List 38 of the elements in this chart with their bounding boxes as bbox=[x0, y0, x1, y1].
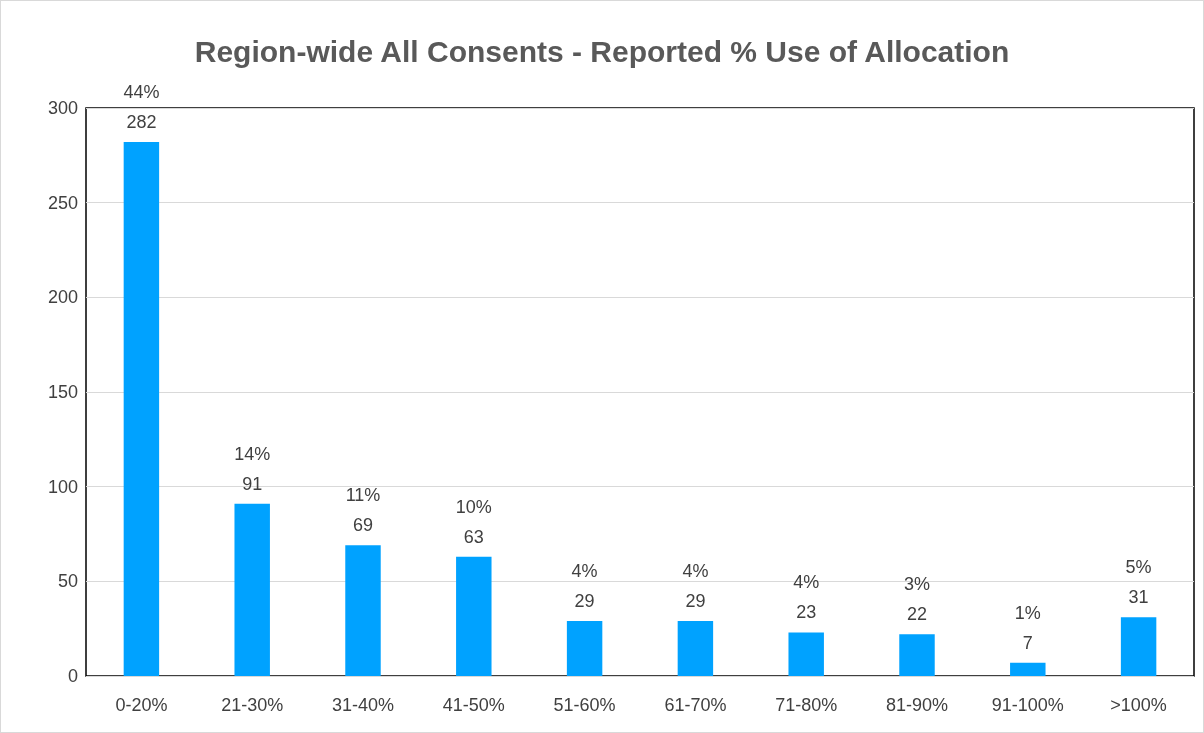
y-tick-label: 300 bbox=[47, 98, 78, 118]
data-label: 1% 7 bbox=[1014, 602, 1041, 653]
bar bbox=[1010, 662, 1046, 676]
x-tick-label: 0-20% bbox=[115, 695, 168, 715]
x-tick-label: 81-90% bbox=[885, 695, 949, 715]
bar bbox=[788, 632, 824, 676]
bar bbox=[677, 621, 714, 676]
x-tick-label: 71-80% bbox=[775, 695, 838, 715]
bar bbox=[899, 634, 935, 676]
data-label: 14% 91 bbox=[234, 443, 271, 494]
x-tick-label: 41-50% bbox=[442, 695, 505, 715]
data-label: 4% 23 bbox=[793, 572, 820, 623]
data-label: 4% 29 bbox=[571, 561, 598, 612]
bar bbox=[566, 621, 603, 676]
y-tick-label: 0 bbox=[67, 666, 78, 686]
x-tick-label: 91-100% bbox=[991, 695, 1064, 715]
y-tick-label: 100 bbox=[47, 476, 78, 497]
bar bbox=[456, 556, 492, 676]
data-label: 4% 29 bbox=[682, 561, 709, 612]
y-tick-label: 150 bbox=[47, 382, 78, 402]
y-tick-label: 50 bbox=[57, 571, 78, 592]
x-tick-label: >100% bbox=[1110, 695, 1167, 715]
bar bbox=[234, 503, 270, 676]
x-tick-label: 61-70% bbox=[664, 695, 727, 715]
chart-title: Region-wide All Consents - Reported % Use of Allocation bbox=[194, 34, 1010, 68]
y-tick-label: 200 bbox=[47, 287, 78, 308]
x-tick-label: 51-60% bbox=[553, 695, 616, 715]
data-label: 11% 69 bbox=[345, 485, 381, 536]
data-label: 44% 282 bbox=[123, 82, 160, 133]
bar bbox=[123, 142, 160, 676]
data-label: 5% 31 bbox=[1125, 557, 1152, 608]
y-tick-label: 250 bbox=[47, 192, 78, 213]
x-tick-label: 21-30% bbox=[221, 695, 284, 715]
x-tick-label: 31-40% bbox=[331, 695, 395, 715]
data-label: 3% 22 bbox=[903, 574, 931, 625]
bar bbox=[1120, 617, 1157, 676]
bar bbox=[345, 545, 381, 676]
data-label: 10% 63 bbox=[455, 496, 492, 547]
